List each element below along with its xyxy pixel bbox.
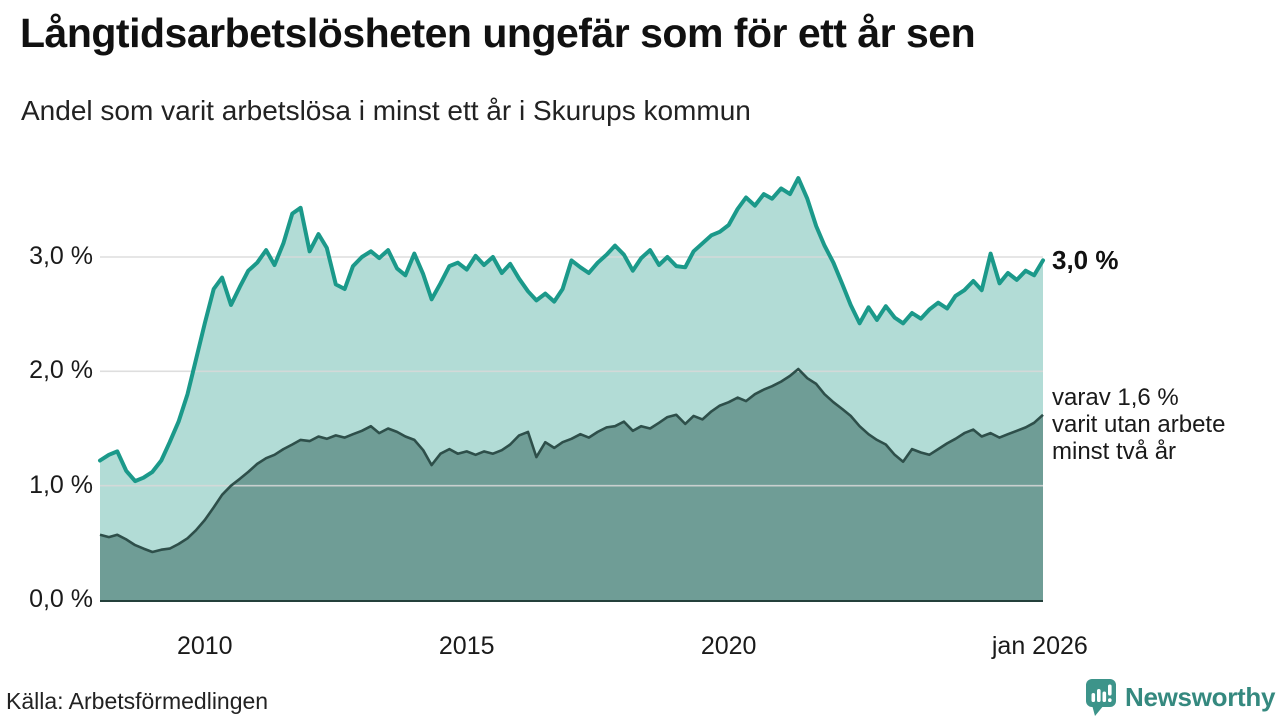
x-axis-label-jan-2026: jan 2026 — [991, 632, 1088, 660]
y-axis-label-0: 0,0 % — [29, 585, 93, 613]
y-axis-label-1: 1,0 % — [29, 470, 93, 499]
y-axis-label-3: 3,0 % — [29, 242, 93, 270]
newsworthy-logo: Newsworthy — [1084, 677, 1275, 717]
newsworthy-speech-bubble-bar-chart-icon — [1086, 679, 1116, 716]
source-caption: Källa: Arbetsförmedlingen — [6, 688, 269, 714]
partial-area — [100, 369, 1043, 600]
partial-annotation-line-3: minst två år — [1052, 437, 1177, 465]
total-series-end-value-label: 3,0 % — [1052, 245, 1119, 276]
newsworthy-wordmark: Newsworthy — [1125, 681, 1276, 712]
x-axis-label-2020: 2020 — [700, 632, 757, 660]
partial-annotation-line-2: varit utan arbete — [1052, 410, 1226, 438]
x-axis-label-2015: 2015 — [438, 632, 495, 660]
x-axis-label-2010: 2010 — [176, 632, 233, 660]
partial-annotation-line-1: varav 1,6 % — [1052, 383, 1179, 411]
chart-title: Långtidsarbetslösheten ungefär som för e… — [20, 10, 976, 56]
chart-subtitle: Andel som varit arbetslösa i minst ett å… — [21, 95, 751, 126]
total-line — [98, 176, 1045, 484]
partial-series-annotation: varav 1,6 % varit utan arbete minst två … — [1052, 384, 1225, 465]
partial-line — [99, 367, 1044, 554]
y-axis-label-2: 2,0 % — [29, 356, 93, 385]
